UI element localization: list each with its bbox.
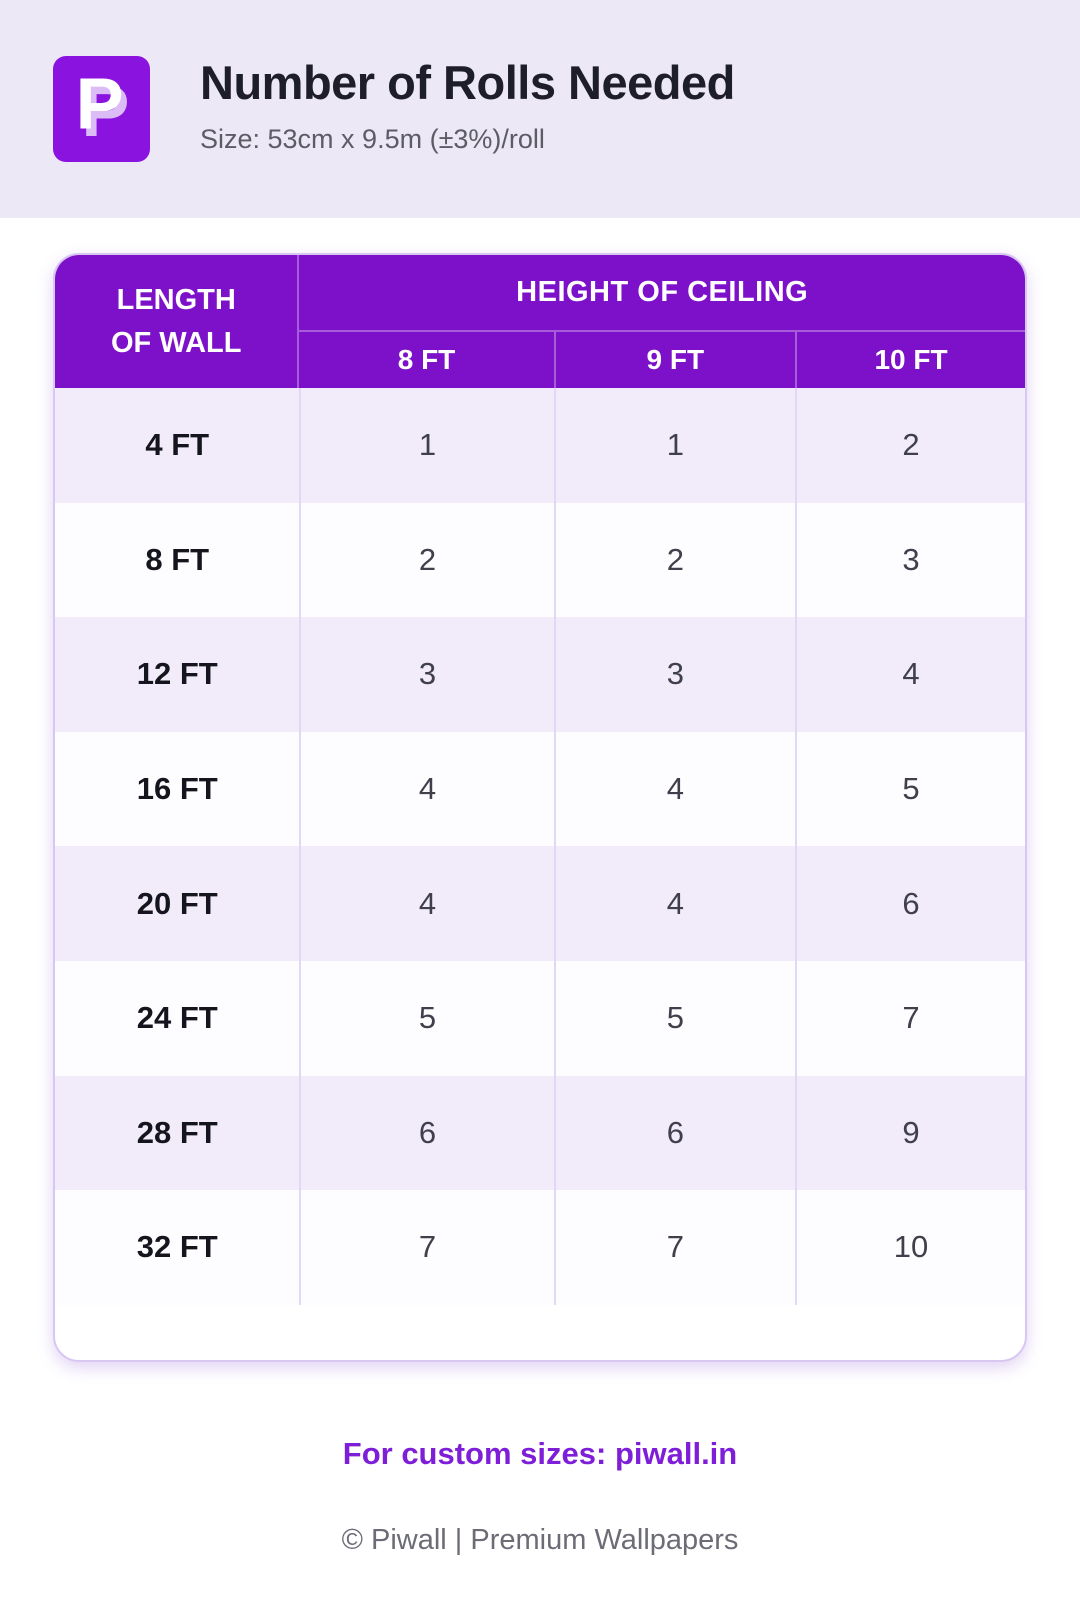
- header-band: P P Number of Rolls Needed Size: 53cm x …: [0, 0, 1080, 218]
- piwall-logo: P P: [53, 56, 150, 162]
- row-label: 24 FT: [136, 1000, 218, 1036]
- title-block: Number of Rolls Needed Size: 53cm x 9.5m…: [200, 56, 735, 155]
- cell-value: 2: [553, 502, 796, 618]
- table-row: 20 FT 4 4 6: [55, 846, 1025, 961]
- cell-value: 2: [795, 388, 1025, 503]
- rolls-table-card: LENGTH OF WALL HEIGHT OF CEILING 8 FT 9 …: [53, 253, 1027, 1362]
- cell-value: 7: [795, 960, 1025, 1076]
- header-9ft: 9 FT: [553, 332, 796, 388]
- cell-value: 7: [553, 1190, 796, 1305]
- cell-value: 10: [795, 1190, 1025, 1305]
- cell-value: 2: [299, 502, 553, 618]
- cell-value: 6: [795, 846, 1025, 961]
- table-row: 24 FT 5 5 7: [55, 960, 1025, 1076]
- row-label: 12 FT: [136, 656, 218, 692]
- table-row: 28 FT 6 6 9: [55, 1075, 1025, 1191]
- custom-sizes-note: For custom sizes: piwall.in: [342, 1436, 738, 1471]
- table-row: 8 FT 2 2 3: [55, 502, 1025, 618]
- table-header: LENGTH OF WALL HEIGHT OF CEILING 8 FT 9 …: [55, 255, 1025, 388]
- cell-value: 7: [299, 1190, 553, 1305]
- table-body: 4 FT 1 1 2 8 FT 2 2 3 12 FT 3 3 4 16 FT …: [55, 388, 1025, 1305]
- cell-value: 4: [553, 731, 796, 847]
- header-length-of-wall: LENGTH OF WALL: [55, 255, 300, 388]
- header-height-of-ceiling: HEIGHT OF CEILING: [299, 255, 1025, 332]
- header-10ft: 10 FT: [795, 332, 1025, 388]
- cell-value: 5: [553, 960, 796, 1076]
- cell-value: 5: [299, 960, 553, 1076]
- header-length-of-wall-label: LENGTH OF WALL: [110, 284, 242, 359]
- cell-value: 3: [553, 617, 796, 732]
- row-label: 8 FT: [145, 541, 210, 577]
- row-label: 4 FT: [145, 427, 210, 463]
- cell-value: 4: [795, 617, 1025, 732]
- cell-value: 1: [299, 388, 553, 503]
- cell-value: 6: [553, 1075, 796, 1191]
- logo-letter: P: [75, 64, 124, 145]
- table-row: 4 FT 1 1 2: [55, 388, 1025, 503]
- page-title: Number of Rolls Needed: [200, 56, 735, 109]
- logo-letter-shadow: P: [81, 71, 130, 152]
- row-label: 16 FT: [136, 771, 218, 807]
- cell-value: 5: [795, 731, 1025, 847]
- cell-value: 3: [299, 617, 553, 732]
- copyright-text: © Piwall | Premium Wallpapers: [341, 1524, 739, 1556]
- table-row: 12 FT 3 3 4: [55, 617, 1025, 732]
- page-subtitle: Size: 53cm x 9.5m (±3%)/roll: [200, 124, 545, 155]
- row-label: 28 FT: [136, 1114, 218, 1150]
- cell-value: 4: [553, 846, 796, 961]
- row-label: 20 FT: [136, 885, 218, 921]
- cell-value: 4: [299, 846, 553, 961]
- cell-value: 1: [553, 388, 796, 503]
- header-8ft: 8 FT: [397, 344, 456, 375]
- cell-value: 3: [795, 502, 1025, 618]
- cell-value: 6: [299, 1075, 553, 1191]
- cell-value: 9: [795, 1075, 1025, 1191]
- cell-value: 4: [299, 731, 553, 847]
- row-label: 32 FT: [136, 1229, 218, 1265]
- table-row: 16 FT 4 4 5: [55, 731, 1025, 847]
- table-row: 32 FT 7 7 10: [55, 1190, 1025, 1305]
